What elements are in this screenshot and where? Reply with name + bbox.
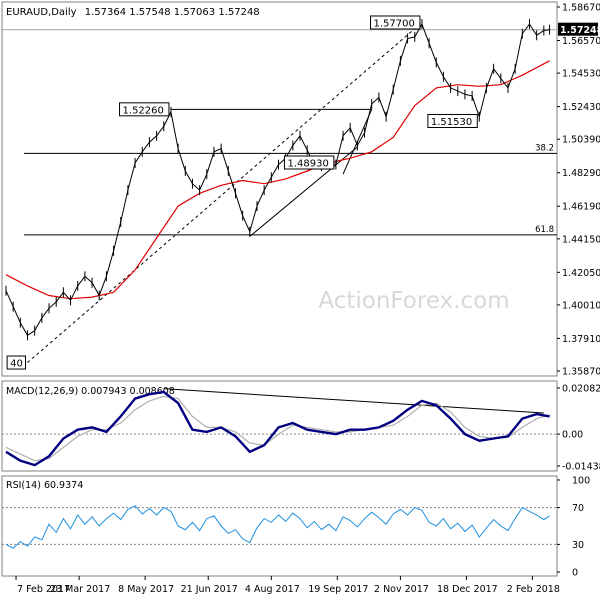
- price-annotations: 1.57700 1.52260 1.51530 1.48930 40 1.57248: [6, 15, 600, 370]
- fib-level-label: 61.8: [535, 225, 554, 235]
- macd-y-tick-label: 0.00: [562, 430, 583, 441]
- rsi-y-tick-label: 70: [572, 503, 584, 514]
- x-tick-label: 8 May 2017: [118, 584, 174, 595]
- x-tick-label: 2 Nov 2017: [374, 584, 429, 595]
- dashed-trendline: [27, 22, 423, 363]
- macd-y-tick-label: -0.014386: [562, 461, 600, 472]
- x-tick-label: 19 Sep 2017: [308, 584, 368, 595]
- x-tick-label: 18 Dec 2017: [437, 584, 498, 595]
- rsi-group: [2, 505, 557, 549]
- price-y-tick-label: 1.35870: [562, 367, 600, 378]
- price-y-tick-label: 1.54530: [562, 69, 600, 80]
- price-y-tick-label: 1.48290: [562, 168, 600, 179]
- rsi-panel-frame: [1, 475, 558, 577]
- x-tick-label: 4 Aug 2017: [245, 584, 300, 595]
- fib-level-label: 38.2: [535, 143, 554, 153]
- price-annotation-label: 1.52260: [123, 105, 164, 116]
- rsi-y-tick-label: 100: [572, 476, 590, 487]
- x-tick-label: 23 Mar 2017: [50, 584, 110, 595]
- watermark: ActionForex.com: [318, 288, 509, 314]
- price-annotation-box: [119, 102, 170, 117]
- price-hlines: 38.2 61.8: [2, 29, 557, 236]
- macd-group: [2, 388, 557, 467]
- rsi-y-axis: 100 70 30 0: [557, 476, 590, 579]
- price-series-group: [5, 19, 551, 341]
- macd-trendline: [163, 388, 544, 414]
- price-annotation-label: 1.57700: [374, 18, 415, 29]
- rsi-y-tick-label: 30: [572, 540, 584, 551]
- price-y-tick-label: 1.46190: [562, 202, 600, 213]
- price-y-tick-label: 1.50390: [562, 135, 600, 146]
- price-trendlines: [27, 22, 423, 363]
- price-annotation-box: [6, 355, 27, 370]
- macd-y-axis: 0.020827 0.00 -0.014386: [557, 383, 600, 472]
- macd-panel-frame: [1, 380, 558, 472]
- price-annotation-box: [283, 155, 335, 170]
- price-y-axis: 1.58670 1.56570 1.54530 1.52430 1.50390 1.482…: [557, 3, 600, 378]
- price-annotation-label: 1.48930: [287, 158, 328, 169]
- price-annotation-box: [370, 15, 421, 30]
- x-tick-label: 7 Feb 2017: [17, 584, 70, 595]
- price-y-tick-label: 1.56570: [562, 36, 600, 47]
- price-y-tick-label: 1.42050: [562, 268, 600, 279]
- rsi-line: [5, 505, 550, 549]
- price-y-tick-label: 1.37910: [562, 334, 600, 345]
- macd-title: MACD(12,26,9) 0.007943 0.008608: [6, 386, 175, 397]
- price-annotation-label: 1.51530: [431, 117, 472, 128]
- x-tick-label: 21 Jun 2017: [181, 584, 238, 595]
- rsi-y-tick-label: 0: [572, 568, 578, 579]
- price-panel-frame: [1, 1, 558, 377]
- price-annotation-box: [427, 113, 478, 128]
- current-price-label: 1.57248: [560, 25, 600, 36]
- symbol-label: EURAUD,Daily: [6, 7, 77, 18]
- macd-y-tick-label: 0.020827: [562, 383, 600, 394]
- price-y-tick-label: 1.40010: [562, 300, 600, 311]
- current-price-tag: [558, 22, 598, 36]
- macd-line: [5, 390, 550, 467]
- price-y-tick-label: 1.44150: [562, 234, 600, 245]
- price-annotation-label: 40: [10, 359, 23, 370]
- price-y-tick-label: 1.58670: [562, 3, 600, 14]
- sma-line: [5, 60, 550, 300]
- rsi-title: RSI(14) 60.9374: [6, 480, 83, 491]
- price-panel-symbol: EURAUD,Daily 1.57364 1.57548 1.57063 1.5…: [6, 7, 260, 18]
- x-tick-label: 2 Feb 2018: [507, 584, 560, 595]
- support-trendline: [249, 146, 358, 237]
- ohlc-values: 1.57364 1.57548 1.57063 1.57248: [85, 7, 260, 18]
- price-y-tick-label: 1.52430: [562, 102, 600, 113]
